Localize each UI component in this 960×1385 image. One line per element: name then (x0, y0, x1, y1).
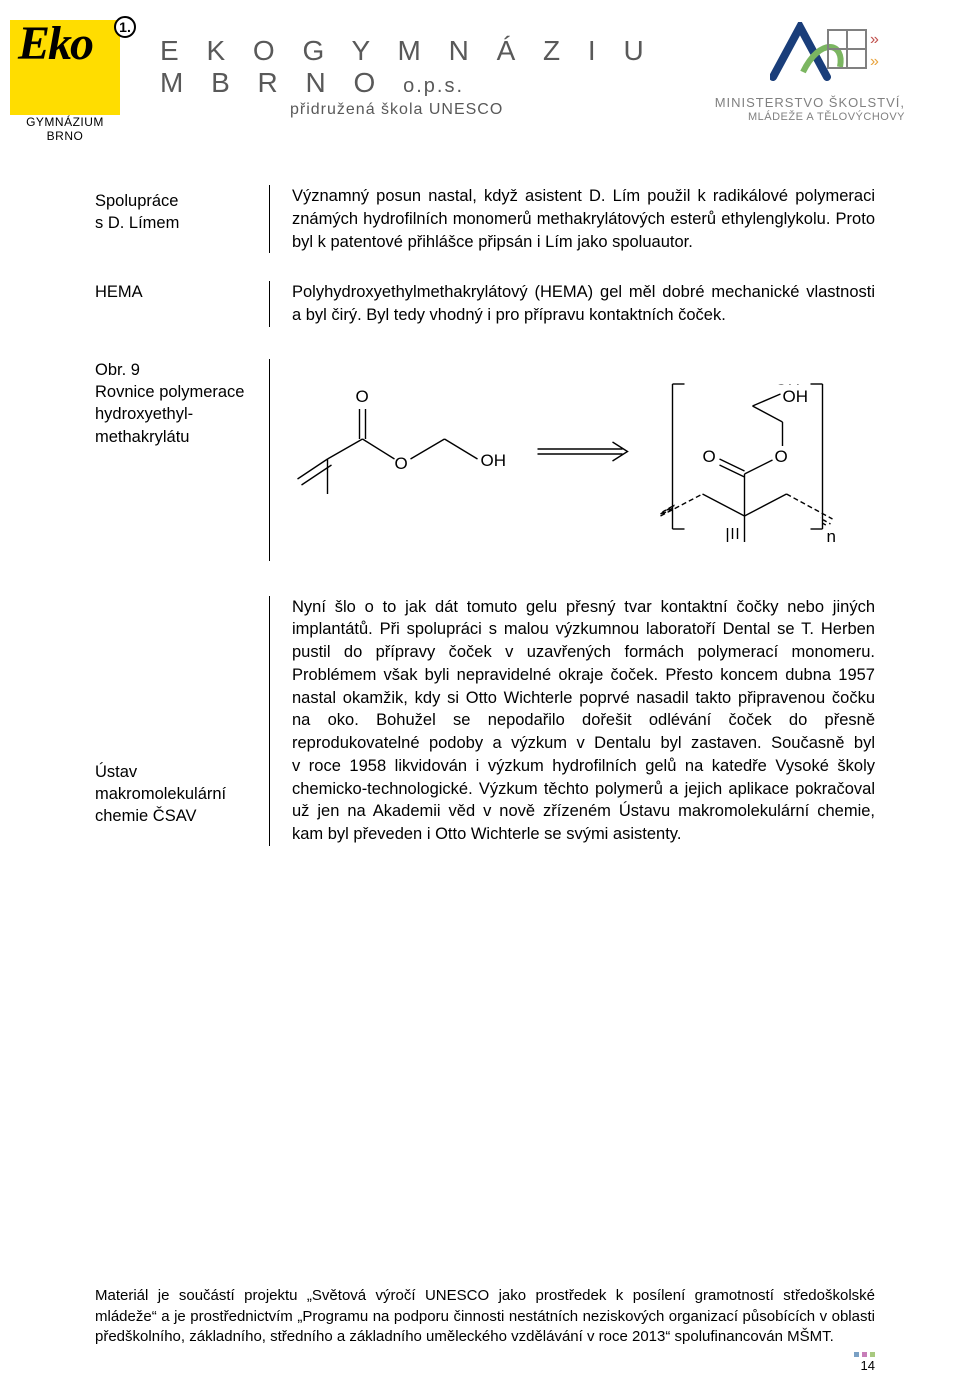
page-number: 14 (861, 1358, 875, 1373)
logo-sub-line1: GYMNÁZIUM (26, 115, 104, 129)
title-ops: o.p.s. (403, 75, 464, 97)
content-row-3: Ústav makromolekulární chemie ČSAV Nyní … (0, 571, 960, 856)
label-n: n (827, 527, 836, 544)
content-row-diagram: Obr. 9 Rovnice polymerace hydroxyethyl-m… (0, 337, 960, 571)
chemical-diagram: O O OH n (270, 359, 875, 561)
label-O1: O (356, 387, 369, 406)
page-dots (854, 1352, 875, 1357)
svg-text:»: » (870, 31, 879, 48)
label-O2: O (395, 454, 408, 473)
msmt-line1: MINISTERSTVO ŠKOLSTVÍ, (675, 95, 905, 111)
dot-2 (862, 1352, 867, 1357)
label-OH1: OH (481, 451, 507, 470)
label-Ob: O (775, 447, 788, 466)
paragraph-3: Nyní šlo o to jak dát tomuto gelu přesný… (292, 596, 875, 846)
paragraph-1: Významný posun nastal, když asistent D. … (292, 185, 875, 253)
page-header: Eko 1. GYMNÁZIUM BRNO E K O G Y M N Á Z … (0, 0, 960, 150)
content-row-2: HEMA Polyhydroxyethylmethakrylátový (HEM… (0, 263, 960, 337)
msmt-text: MINISTERSTVO ŠKOLSTVÍ, MLÁDEŽE A TĚLOVÝC… (675, 95, 905, 124)
margin-text-3: Ústav makromolekulární chemie ČSAV (95, 761, 254, 828)
svg-text:»: » (870, 53, 879, 70)
margin-note-1: Spolupráce s D. Límem (95, 185, 270, 253)
margin-text-1: Spolupráce s D. Límem (95, 190, 254, 235)
page-title: E K O G Y M N Á Z I U M B R N O o.p.s. (160, 35, 675, 99)
dot-1 (854, 1352, 859, 1357)
margin-text-2: HEMA (95, 281, 254, 303)
margin-note-3: Ústav makromolekulární chemie ČSAV (95, 596, 270, 846)
reaction-svg: O O OH n (270, 374, 875, 544)
label-Oa: O (703, 447, 716, 466)
logo-corner-badge: 1. (114, 16, 136, 38)
paragraph-2: Polyhydroxyethylmethakrylátový (HEMA) ge… (292, 281, 875, 327)
margin-note-2: HEMA (95, 281, 270, 327)
body-text-3: Nyní šlo o to jak dát tomuto gelu přesný… (270, 596, 875, 846)
logo-sub-text: GYMNÁZIUM BRNO (10, 115, 120, 143)
logo-msmt: » » MINISTERSTVO ŠKOLSTVÍ, MLÁDEŽE A TĚL… (675, 20, 905, 124)
margin-text-diagram: Obr. 9 Rovnice polymerace hydroxyethyl-m… (95, 359, 254, 448)
page-subtitle: přidružená škola UNESCO (160, 101, 675, 119)
body-text-2: Polyhydroxyethylmethakrylátový (HEMA) ge… (270, 281, 875, 327)
dot-3 (870, 1352, 875, 1357)
footer-text: Materiál je součástí projektu „Světová v… (95, 1286, 875, 1347)
label-OHb: OH (783, 387, 809, 406)
logo-eko: Eko 1. GYMNÁZIUM BRNO (10, 20, 130, 140)
msmt-line2: MLÁDEŽE A TĚLOVÝCHOVY (675, 111, 905, 124)
title-block: E K O G Y M N Á Z I U M B R N O o.p.s. p… (130, 20, 675, 119)
body-text-1: Významný posun nastal, když asistent D. … (270, 185, 875, 253)
logo-sub-line2: BRNO (47, 129, 84, 143)
msmt-icon: » » (770, 22, 890, 84)
content-row-1: Spolupráce s D. Límem Významný posun nas… (0, 150, 960, 263)
logo-script-text: Eko (18, 26, 92, 62)
margin-note-diagram: Obr. 9 Rovnice polymerace hydroxyethyl-m… (95, 359, 270, 561)
